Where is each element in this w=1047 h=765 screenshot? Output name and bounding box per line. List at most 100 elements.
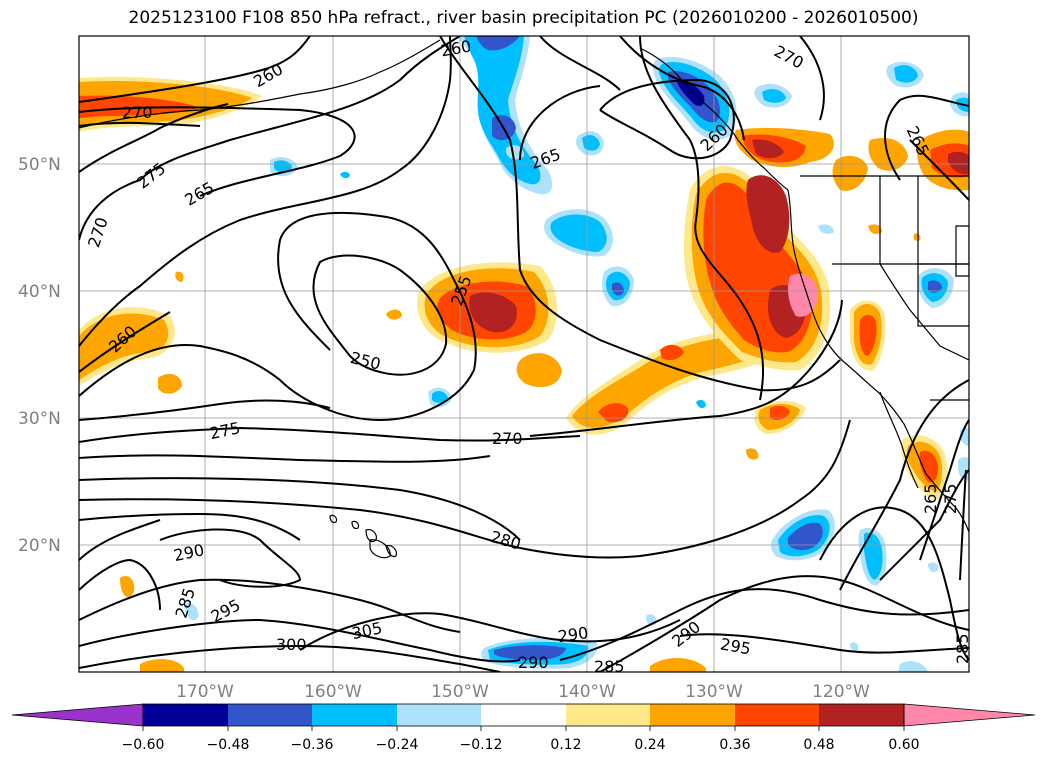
contour-label: 285 <box>594 657 625 676</box>
map-frame <box>78 35 970 673</box>
contour-line <box>79 106 356 197</box>
colorbar: −0.60 −0.48 −0.36 −0.24 −0.12 0.12 0.24 … <box>11 703 1036 753</box>
colorbar-bin <box>650 704 735 726</box>
contour-line <box>79 311 171 373</box>
lon-label-130w: 130°W <box>685 682 743 702</box>
positive-shading <box>79 313 169 380</box>
lat-label-30n: 30°N <box>18 409 61 429</box>
contour-line <box>909 139 969 201</box>
contour-line <box>79 578 461 633</box>
positive-shading <box>660 344 684 360</box>
state-border <box>917 264 969 327</box>
colorbar-tick: −0.48 <box>207 737 250 753</box>
colorbar-bin <box>143 704 228 726</box>
colorbar-tick: 0.48 <box>803 737 834 753</box>
positive-shading <box>746 448 759 460</box>
positive-shading <box>598 403 629 423</box>
contour-label: 300 <box>276 635 307 654</box>
latitude-labels: 50°N 40°N 30°N 20°N <box>18 155 61 556</box>
colorbar-tick: −0.12 <box>460 737 503 753</box>
positive-shading <box>859 314 877 356</box>
negative-shading <box>464 36 541 185</box>
negative-shading <box>184 602 199 621</box>
island-hawaii <box>351 520 360 530</box>
colorbar-tick: 0.12 <box>550 737 581 753</box>
refractivity-contours <box>79 36 969 672</box>
positive-shading <box>832 155 868 191</box>
contour-label: 265 <box>181 178 217 210</box>
positive-shading <box>158 373 182 394</box>
colorbar-bin <box>819 704 904 726</box>
lon-label-150w: 150°W <box>431 682 489 702</box>
colorbar-tick: −0.24 <box>376 737 419 753</box>
positive-shading <box>746 175 790 253</box>
lon-label-160w: 160°W <box>304 682 362 702</box>
contour-line <box>79 36 461 241</box>
contour-label: 270 <box>84 215 112 250</box>
contour-line <box>539 36 621 91</box>
colorbar-tick: −0.60 <box>122 737 165 753</box>
lon-label-140w: 140°W <box>558 682 616 702</box>
negative-shading <box>696 399 706 409</box>
positive-shading <box>913 233 921 241</box>
contour-line <box>159 528 302 588</box>
negative-shading <box>550 214 607 252</box>
negative-shading <box>894 65 918 83</box>
positive-shading <box>770 405 790 420</box>
state-border <box>879 263 969 361</box>
contour-label: 270 <box>492 429 523 448</box>
contour-line <box>839 379 969 591</box>
negative-shading <box>898 661 928 672</box>
lat-label-20n: 20°N <box>18 536 61 556</box>
contour-line <box>529 299 843 437</box>
contour-label: 290 <box>557 623 590 646</box>
colorbar-bin <box>481 704 566 726</box>
contour-line <box>79 36 452 347</box>
mexico-coastline <box>925 473 969 533</box>
contour-label: 275 <box>941 483 960 514</box>
negative-shading <box>928 280 942 293</box>
contour-line <box>79 618 521 663</box>
negative-shading <box>676 79 705 106</box>
lon-label-120w: 120°W <box>812 682 870 702</box>
contour-label: 270 <box>122 103 153 122</box>
contour-line <box>79 512 301 541</box>
longitude-labels: 170°W 160°W 150°W 140°W 130°W 120°W <box>176 682 870 702</box>
negative-shading <box>494 645 566 660</box>
westcoast-coastline <box>787 189 927 475</box>
positive-shading <box>469 292 517 333</box>
negative-shading <box>850 642 859 651</box>
colorbar-frame <box>142 703 905 727</box>
negative-shading <box>788 522 823 551</box>
contour-line <box>79 426 581 443</box>
positive-shading <box>120 575 135 597</box>
contour-line <box>959 469 967 581</box>
colorbar-bin <box>566 704 650 726</box>
lon-label-170w: 170°W <box>176 682 234 702</box>
colorbar-tick: 0.60 <box>888 737 919 753</box>
contour-line <box>312 254 448 376</box>
colorbar-extend-low <box>11 703 144 727</box>
positive-shading <box>868 224 882 234</box>
contour-line <box>79 558 161 611</box>
contour-line <box>79 36 311 103</box>
contour-label: 285 <box>953 633 972 664</box>
contour-line <box>679 633 969 654</box>
negative-shading <box>612 282 624 296</box>
contour-label: 270 <box>771 41 807 72</box>
positive-shading <box>752 139 784 159</box>
contour-line <box>919 419 969 561</box>
contour-label: 275 <box>208 418 242 443</box>
contour-label: 265 <box>921 483 940 514</box>
lat-label-40n: 40°N <box>18 282 61 302</box>
colorbar-extend-high <box>903 703 1036 727</box>
contour-line <box>79 399 331 421</box>
contour-label: 295 <box>719 634 752 658</box>
positive-shading <box>572 298 794 428</box>
lat-label-50n: 50°N <box>18 155 61 175</box>
contour-line <box>79 454 491 463</box>
colorbar-tick: −0.36 <box>291 737 334 753</box>
contour-label: 260 <box>439 36 472 60</box>
gridlines <box>79 36 969 672</box>
baja-coastline <box>879 391 919 489</box>
